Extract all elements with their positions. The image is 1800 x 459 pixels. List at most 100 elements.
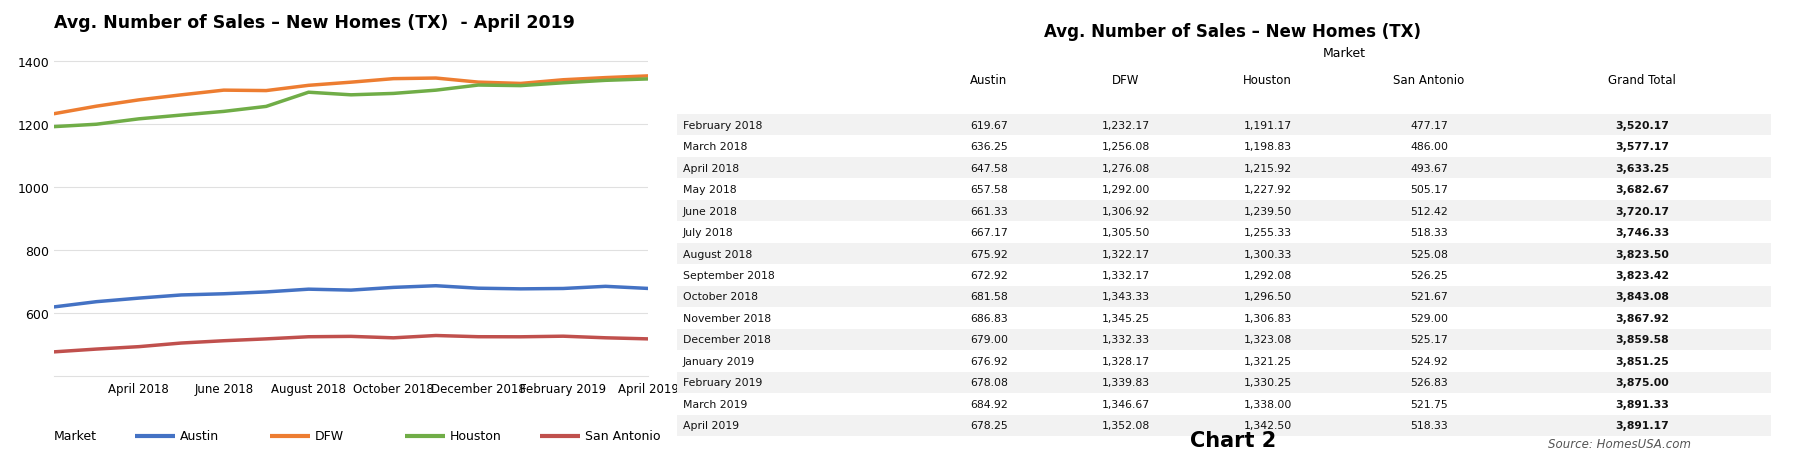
Text: 477.17: 477.17 [1409,120,1447,130]
Bar [677,222,1771,243]
Text: 1,296.50: 1,296.50 [1244,292,1292,302]
Bar [677,393,1771,414]
Bar [677,243,1771,265]
Text: 679.00: 679.00 [970,335,1008,345]
Text: Avg. Number of Sales – New Homes (TX): Avg. Number of Sales – New Homes (TX) [1044,23,1422,41]
Text: 1,227.92: 1,227.92 [1244,185,1292,195]
Text: 1,305.50: 1,305.50 [1102,228,1150,238]
Bar [677,265,1771,286]
Text: 3,823.42: 3,823.42 [1615,270,1669,280]
Text: DFW: DFW [315,430,344,442]
Text: July 2018: July 2018 [682,228,733,238]
Text: 1,342.50: 1,342.50 [1244,420,1292,431]
Bar [677,350,1771,372]
Text: 686.83: 686.83 [970,313,1008,323]
Text: 1,300.33: 1,300.33 [1244,249,1292,259]
Text: 1,323.08: 1,323.08 [1244,335,1292,345]
Text: 3,859.58: 3,859.58 [1616,335,1669,345]
Text: February 2018: February 2018 [682,120,761,130]
Text: 681.58: 681.58 [970,292,1008,302]
Text: San Antonio: San Antonio [585,430,661,442]
Text: 684.92: 684.92 [970,399,1008,409]
Text: February 2019: February 2019 [682,377,761,387]
Text: 1,292.00: 1,292.00 [1102,185,1150,195]
Text: 1,255.33: 1,255.33 [1244,228,1292,238]
Text: 678.08: 678.08 [970,377,1008,387]
Text: 3,891.17: 3,891.17 [1615,420,1669,431]
Text: 1,321.25: 1,321.25 [1244,356,1292,366]
Text: 676.92: 676.92 [970,356,1008,366]
Text: 1,332.17: 1,332.17 [1102,270,1150,280]
Text: 1,191.17: 1,191.17 [1244,120,1292,130]
Text: 3,682.67: 3,682.67 [1615,185,1669,195]
Text: 1,339.83: 1,339.83 [1102,377,1150,387]
Text: 1,239.50: 1,239.50 [1244,206,1292,216]
Text: 1,330.25: 1,330.25 [1244,377,1292,387]
Text: April 2019: April 2019 [682,420,738,431]
Text: March 2018: March 2018 [682,142,747,152]
Text: 486.00: 486.00 [1409,142,1447,152]
Text: 3,851.25: 3,851.25 [1615,356,1669,366]
Text: 3,633.25: 3,633.25 [1615,163,1669,174]
Text: 3,891.33: 3,891.33 [1615,399,1669,409]
Text: 1,328.17: 1,328.17 [1102,356,1150,366]
Text: 636.25: 636.25 [970,142,1008,152]
Bar [677,179,1771,201]
Text: 1,306.83: 1,306.83 [1244,313,1292,323]
Text: 518.33: 518.33 [1409,420,1447,431]
Text: December 2018: December 2018 [682,335,770,345]
Bar [677,136,1771,157]
Text: Market: Market [1323,47,1366,60]
Text: Grand Total: Grand Total [1609,74,1676,87]
Text: 529.00: 529.00 [1409,313,1447,323]
Text: Houston: Houston [450,430,502,442]
Text: 525.08: 525.08 [1409,249,1447,259]
Text: January 2019: January 2019 [682,356,754,366]
Text: 505.17: 505.17 [1409,185,1447,195]
Bar [677,308,1771,329]
Text: San Antonio: San Antonio [1393,74,1465,87]
Text: 647.58: 647.58 [970,163,1008,174]
Text: 1,343.33: 1,343.33 [1102,292,1150,302]
Text: 667.17: 667.17 [970,228,1008,238]
Text: 3,520.17: 3,520.17 [1615,120,1669,130]
Text: October 2018: October 2018 [682,292,758,302]
Text: 657.58: 657.58 [970,185,1008,195]
Text: 1,338.00: 1,338.00 [1244,399,1292,409]
Text: Avg. Number of Sales – New Homes (TX)  - April 2019: Avg. Number of Sales – New Homes (TX) - … [54,14,574,32]
Text: 518.33: 518.33 [1409,228,1447,238]
Text: 3,867.92: 3,867.92 [1615,313,1669,323]
Text: 672.92: 672.92 [970,270,1008,280]
Text: 661.33: 661.33 [970,206,1008,216]
Text: 525.17: 525.17 [1409,335,1447,345]
Text: November 2018: November 2018 [682,313,770,323]
Text: 1,215.92: 1,215.92 [1244,163,1292,174]
Text: 1,346.67: 1,346.67 [1102,399,1150,409]
Text: 619.67: 619.67 [970,120,1008,130]
Text: Austin: Austin [970,74,1008,87]
Text: 1,352.08: 1,352.08 [1102,420,1150,431]
Text: 1,232.17: 1,232.17 [1102,120,1150,130]
Text: DFW: DFW [1112,74,1139,87]
Bar [677,372,1771,393]
Text: 3,720.17: 3,720.17 [1615,206,1669,216]
Text: 678.25: 678.25 [970,420,1008,431]
Text: 526.83: 526.83 [1409,377,1447,387]
Text: September 2018: September 2018 [682,270,774,280]
Text: 3,823.50: 3,823.50 [1615,249,1669,259]
Bar [677,157,1771,179]
Text: August 2018: August 2018 [682,249,752,259]
Text: 3,843.08: 3,843.08 [1615,292,1669,302]
Text: May 2018: May 2018 [682,185,736,195]
Bar [677,286,1771,308]
Text: 1,332.33: 1,332.33 [1102,335,1150,345]
Text: March 2019: March 2019 [682,399,747,409]
Bar [677,414,1771,436]
Text: 3,746.33: 3,746.33 [1615,228,1669,238]
Text: 521.67: 521.67 [1409,292,1447,302]
Bar [677,201,1771,222]
Text: 3,875.00: 3,875.00 [1615,377,1669,387]
Bar [677,329,1771,350]
Text: 1,276.08: 1,276.08 [1102,163,1150,174]
Text: 3,577.17: 3,577.17 [1615,142,1669,152]
